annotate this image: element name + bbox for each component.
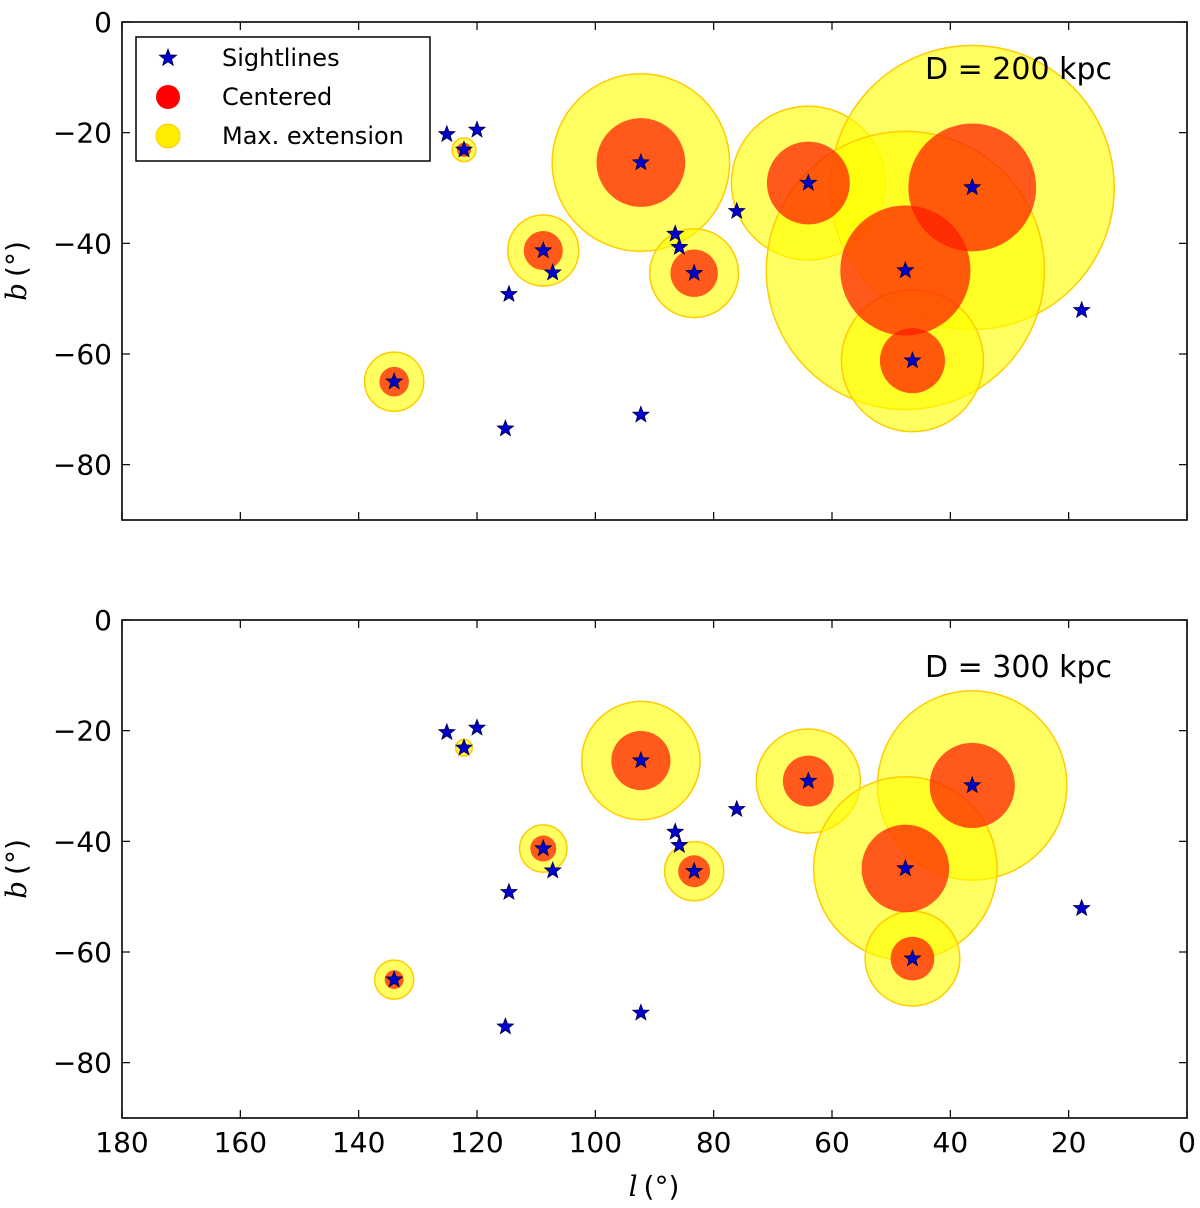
y-axis-label: b (°) [0, 839, 33, 899]
sightline-star-2-10 [666, 822, 685, 840]
sightline-star-1-16 [903, 350, 922, 369]
sightline-star-1-4 [499, 284, 519, 303]
sightline-star-2-18 [384, 970, 404, 988]
sightline-star-1-6 [534, 240, 553, 259]
y-tick-label: −80 [53, 449, 112, 482]
panel-1-plot-area [363, 44, 1115, 437]
legend-star-icon [158, 47, 178, 67]
sightline-star-1-18 [384, 372, 404, 390]
sightline-star-1-9 [631, 405, 651, 423]
sightline-star-2-1 [437, 722, 456, 741]
sightline-star-1-13 [727, 201, 746, 220]
sightline-star-2-6 [534, 838, 553, 857]
sightline-star-2-4 [499, 882, 519, 901]
y-axis-label-unit: (°) [0, 839, 33, 875]
y-tick-label: −20 [53, 715, 112, 748]
panel-1-frame [121, 21, 1188, 521]
legend: Sightlines Centered Max. extension [135, 36, 431, 162]
legend-label-3: Max. extension [222, 122, 404, 150]
x-tick-label: 80 [696, 1126, 732, 1159]
panel-2-frame [121, 619, 1188, 1119]
panel-annotation: D = 300 kpc [925, 650, 1112, 685]
x-tick-label: 20 [1051, 1126, 1087, 1159]
x-tick-label: 100 [569, 1126, 622, 1159]
y-tick-label: −80 [53, 1047, 112, 1080]
sightline-star-1-14 [799, 173, 818, 191]
sightline-star-1-11 [670, 237, 689, 256]
y-tick-label: −40 [53, 825, 112, 858]
sightline-star-2-16 [903, 948, 922, 967]
legend-frame [135, 36, 431, 162]
sightline-star-2-5 [496, 1017, 515, 1035]
sightline-star-1-1 [437, 124, 456, 143]
panel-2-plot-area [373, 690, 1091, 1035]
legend-yellow-circle-icon [155, 123, 181, 149]
panel-annotation: D = 200 kpc [925, 52, 1112, 87]
sightline-star-1-19 [1072, 300, 1091, 319]
sightline-star-1-12 [684, 263, 704, 282]
sightline-star-1-7 [543, 263, 562, 281]
panel-1: 0 −20 −40 −60 −80 b (°) D = 200 kpc [0, 6, 1188, 521]
y-tick-label: 0 [94, 604, 112, 637]
sightline-star-2-13 [727, 799, 746, 818]
sightline-star-1-15 [896, 260, 915, 279]
sightline-star-2-2 [467, 718, 487, 736]
x-tick-label: 120 [450, 1126, 503, 1159]
sightline-star-2-3 [454, 738, 474, 756]
sightline-star-2-7 [543, 861, 562, 879]
legend-label-2: Centered [222, 83, 332, 111]
x-tick-label: 180 [95, 1126, 148, 1159]
x-tick-label: 40 [933, 1126, 969, 1159]
y-tick-label: −60 [53, 936, 112, 969]
y-tick-label: 0 [94, 6, 112, 39]
sightline-star-1-17 [963, 177, 982, 196]
y-tick-label: −40 [53, 227, 112, 260]
sightline-star-2-11 [670, 835, 689, 854]
y-axis-label: b (°) [0, 241, 33, 301]
sightline-star-2-12 [684, 861, 704, 880]
legend-red-circle-icon [156, 85, 180, 109]
x-tick-label: 160 [214, 1126, 267, 1159]
sightline-star-2-14 [799, 771, 818, 789]
y-axis-label-unit: (°) [0, 241, 33, 277]
y-axis-label-var: b [0, 283, 33, 301]
x-tick-label: 0 [1178, 1126, 1196, 1159]
x-axis-label: l (°) [629, 1170, 680, 1203]
x-tick-label: 60 [814, 1126, 850, 1159]
panel-2: 180 160 140 120 100 80 60 40 20 0 0 −20 −40 −60 −80 b (°… [0, 604, 1196, 1159]
y-axis-label-var: b [0, 881, 33, 899]
sightline-star-1-5 [496, 419, 515, 437]
x-axis-label-var: l [629, 1170, 638, 1203]
sightline-star-1-8 [631, 152, 651, 171]
sightline-star-1-2 [467, 120, 487, 138]
legend-label-1: Sightlines [222, 44, 340, 72]
sightline-star-2-15 [896, 858, 915, 877]
y-tick-label: −60 [53, 338, 112, 371]
sightline-star-1-3 [454, 140, 474, 158]
sightline-star-1-10 [666, 224, 685, 242]
sightline-star-2-8 [631, 750, 651, 769]
y-tick-label: −20 [53, 117, 112, 150]
sightline-star-2-19 [1072, 898, 1091, 917]
sightline-star-2-17 [963, 775, 982, 794]
x-axis-label-unit: (°) [644, 1170, 680, 1203]
x-tick-label: 140 [332, 1126, 385, 1159]
sightline-star-2-9 [631, 1003, 651, 1021]
